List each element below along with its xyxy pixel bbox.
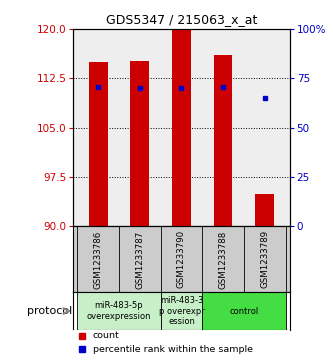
Bar: [89, 62, 108, 227]
Bar: [214, 56, 232, 227]
Text: protocol: protocol: [27, 306, 73, 316]
Text: percentile rank within the sample: percentile rank within the sample: [93, 344, 253, 354]
Bar: [202, 292, 286, 330]
Text: count: count: [93, 331, 120, 340]
Text: GSM1233789: GSM1233789: [260, 230, 269, 289]
Bar: [255, 193, 274, 227]
Bar: [172, 29, 191, 227]
Bar: [131, 61, 149, 227]
Text: miR-483-5p
overexpression: miR-483-5p overexpression: [87, 301, 151, 321]
Bar: [161, 292, 202, 330]
Title: GDS5347 / 215063_x_at: GDS5347 / 215063_x_at: [106, 13, 257, 26]
Text: miR-483-3
p overexpr
ession: miR-483-3 p overexpr ession: [159, 296, 204, 326]
Text: GSM1233788: GSM1233788: [218, 230, 228, 289]
Text: GSM1233786: GSM1233786: [94, 230, 103, 289]
Text: GSM1233787: GSM1233787: [135, 230, 145, 289]
Bar: [78, 292, 161, 330]
Text: GSM1233790: GSM1233790: [177, 230, 186, 289]
Text: control: control: [229, 307, 258, 315]
